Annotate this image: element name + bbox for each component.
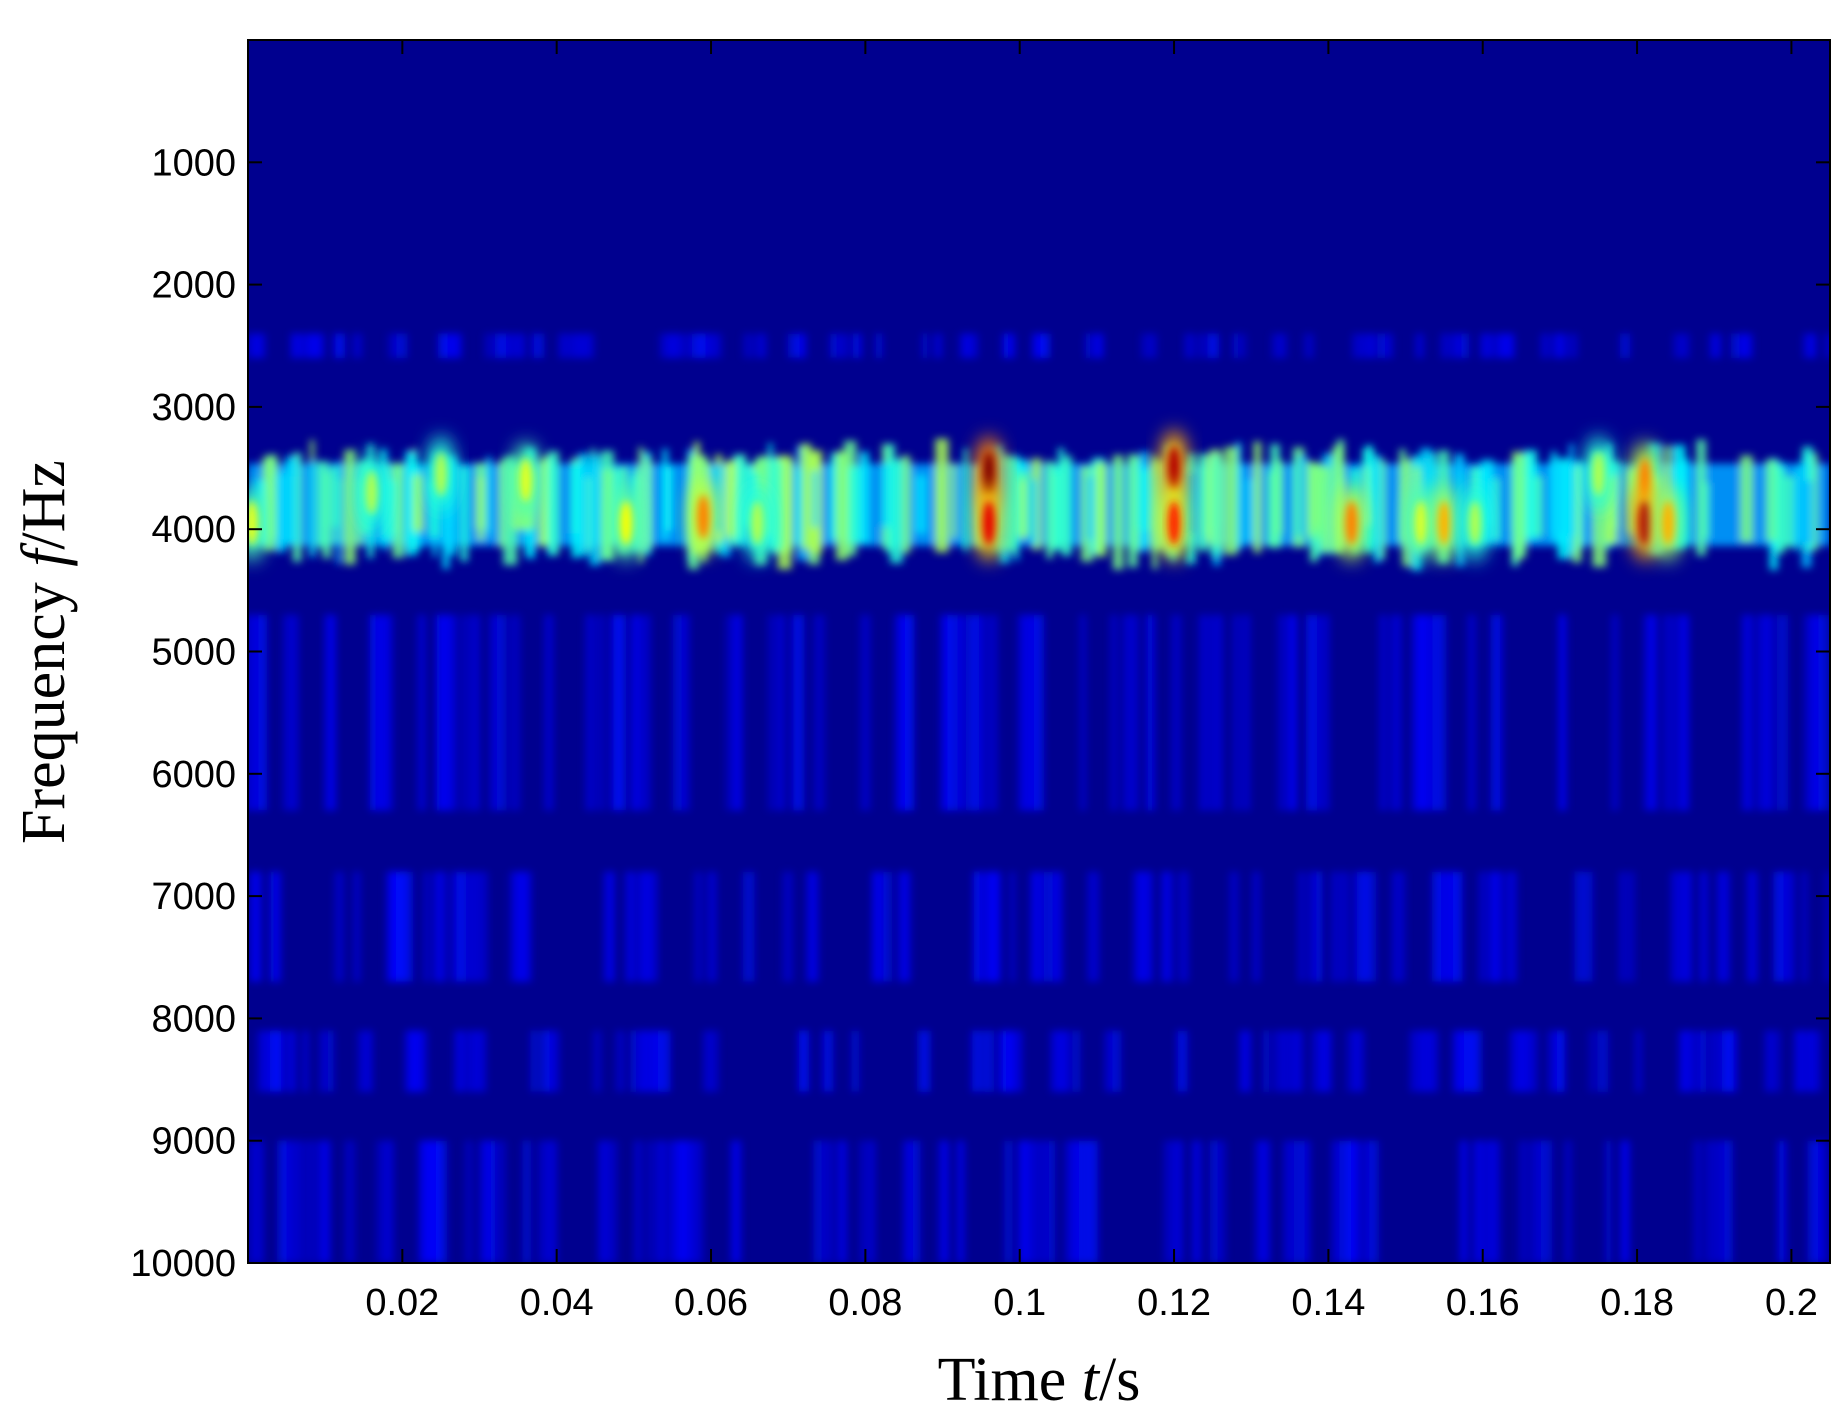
- hotspot-core-17: [1638, 501, 1651, 546]
- x-tick-label-9: 0.2: [1765, 1282, 1818, 1324]
- y-tick-label-1: 2000: [151, 265, 236, 307]
- hotspot-core-11: [1345, 501, 1358, 546]
- hotspot-core-10: [1168, 501, 1181, 546]
- y-tick-label-2: 3000: [151, 387, 236, 429]
- x-tick-label-3: 0.08: [828, 1282, 902, 1324]
- x-tick-label-7: 0.16: [1446, 1282, 1520, 1324]
- hotspot-core-4: [620, 501, 633, 546]
- hotspot-core-8: [982, 501, 995, 546]
- y-axis-title: Frequency f/Hz: [10, 460, 78, 844]
- x-axis: 0.02 0.04 0.06 0.08 0.1 0.12 0.14 0.16 0.18 0.2: [365, 40, 1818, 1324]
- x-tick-label-2: 0.06: [674, 1282, 748, 1324]
- x-axis-title: Time t/s: [938, 1346, 1141, 1413]
- hotspot-core-9: [1168, 446, 1181, 491]
- hotspot-core-15: [1592, 452, 1605, 497]
- hotspot-core-0: [248, 501, 258, 546]
- heatmap-layer: [248, 333, 1830, 1263]
- hotspot-core-5: [697, 494, 710, 539]
- hotspot-core-6: [751, 501, 764, 546]
- faint-bands: [248, 333, 1830, 1263]
- x-tick-label-4: 0.1: [993, 1282, 1046, 1324]
- hotspots: [248, 430, 1682, 562]
- y-axis: 1000 2000 3000 4000 5000 6000 7000 8000 9000 1000…: [130, 142, 1830, 1285]
- hotspot-core-2: [434, 452, 447, 497]
- y-tick-label-3: 4000: [151, 509, 236, 551]
- hotspot-core-14: [1469, 501, 1482, 546]
- hotspot-core-12: [1414, 501, 1427, 546]
- y-tick-label-7: 8000: [151, 998, 236, 1040]
- hotspot-core-18: [1661, 501, 1674, 546]
- x-tick-label-5: 0.12: [1137, 1282, 1211, 1324]
- hotspot-core-3: [519, 458, 532, 503]
- hotspot-core-7: [982, 452, 995, 497]
- hotspot-core-1: [365, 470, 378, 515]
- x-tick-label-1: 0.04: [520, 1282, 594, 1324]
- y-tick-label-4: 5000: [151, 632, 236, 674]
- y-tick-label-6: 7000: [151, 876, 236, 918]
- y-tick-label-5: 6000: [151, 754, 236, 796]
- y-tick-label-0: 1000: [151, 142, 236, 184]
- y-tick-label-9: 10000: [130, 1243, 236, 1285]
- y-tick-label-8: 9000: [151, 1121, 236, 1163]
- x-tick-label-0: 0.02: [365, 1282, 439, 1324]
- x-tick-label-6: 0.14: [1291, 1282, 1365, 1324]
- x-tick-label-8: 0.18: [1600, 1282, 1674, 1324]
- hotspot-core-13: [1438, 501, 1451, 546]
